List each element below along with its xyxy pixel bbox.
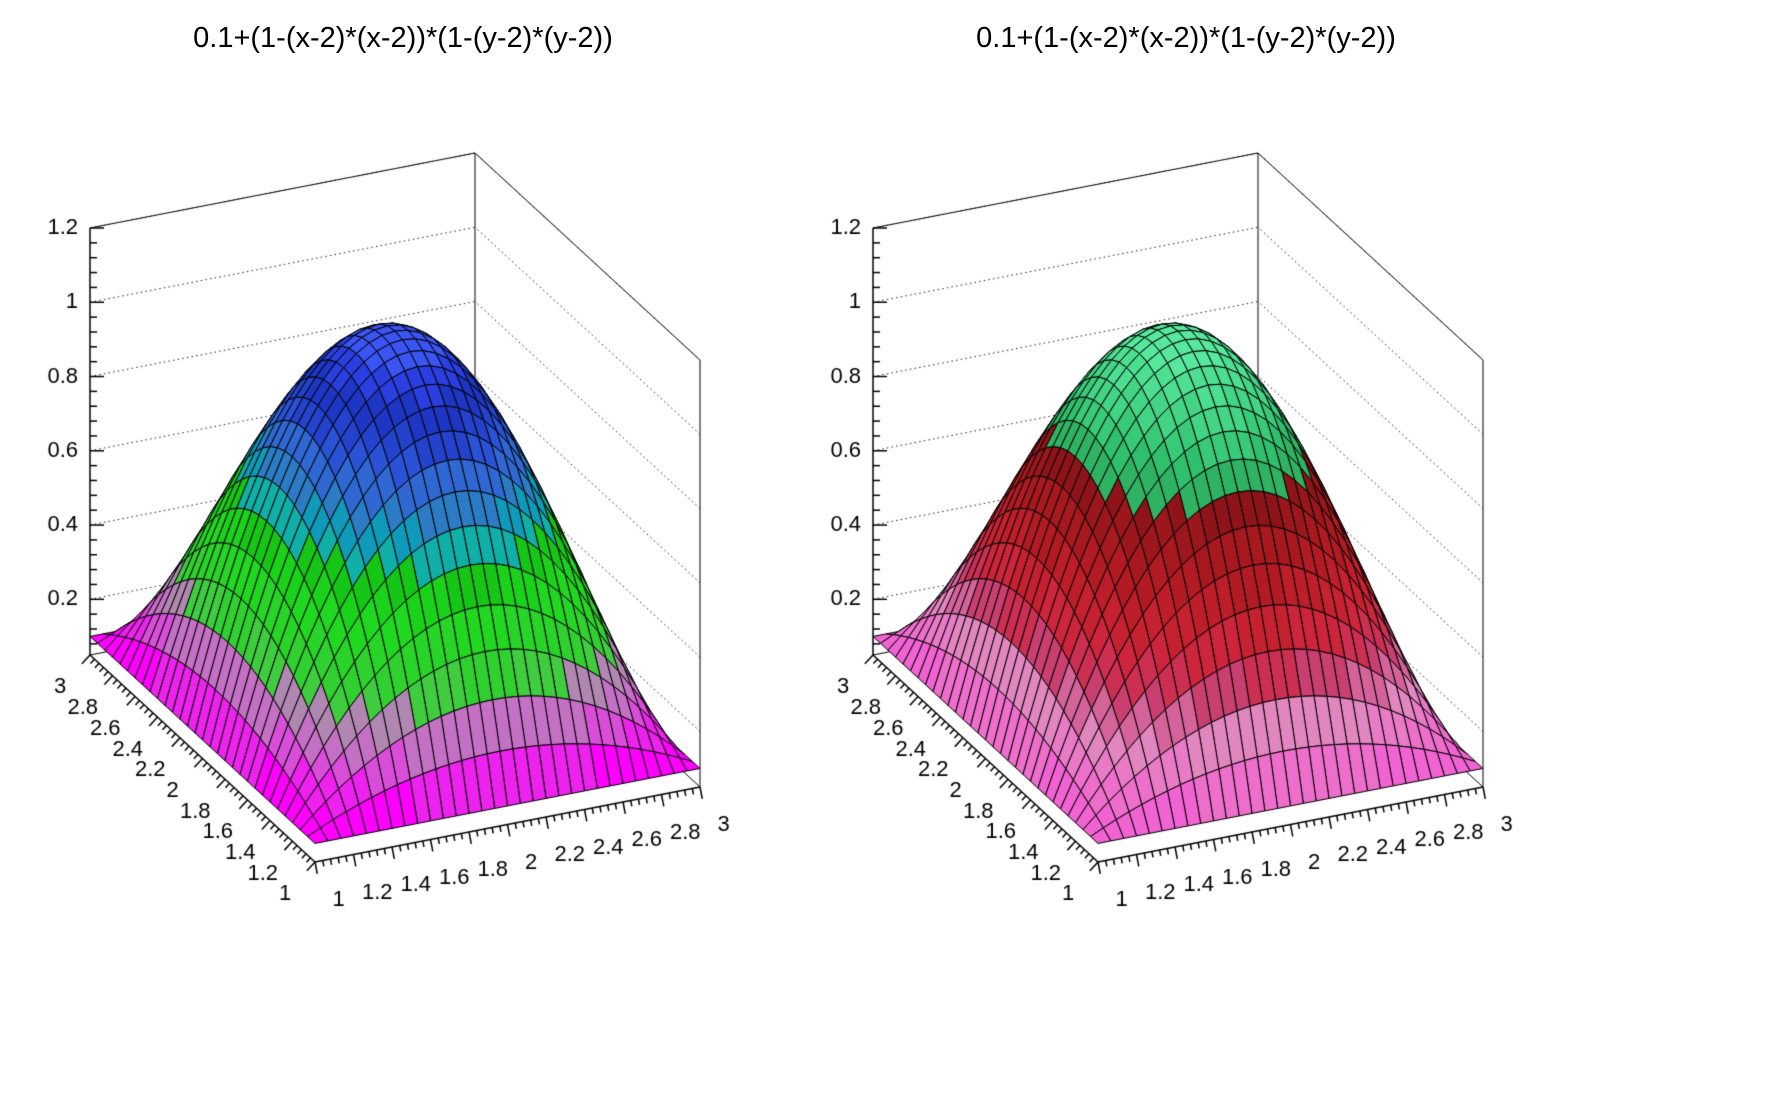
- plot2-title: 0.1+(1-(x-2)*(x-2))*(1-(y-2)*(y-2)): [976, 22, 1396, 54]
- plot1-title: 0.1+(1-(x-2)*(x-2))*(1-(y-2)*(y-2)): [193, 22, 613, 54]
